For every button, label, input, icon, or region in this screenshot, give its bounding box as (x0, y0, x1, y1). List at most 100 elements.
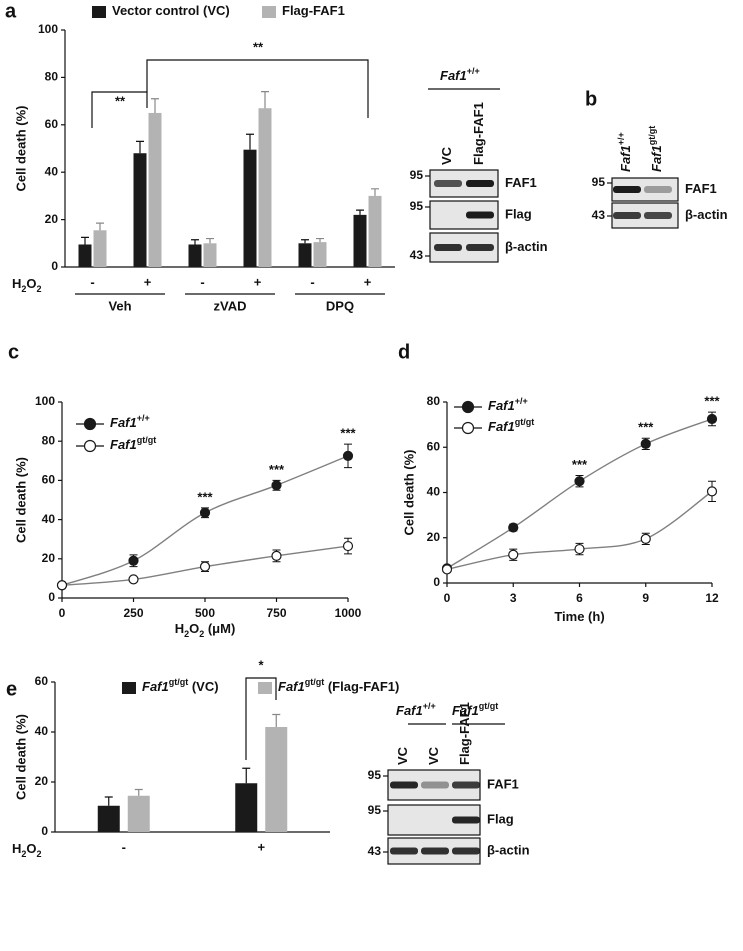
panel-letter: d (398, 341, 410, 363)
formula-label: Time (h) (554, 609, 604, 624)
legend-marker (461, 421, 475, 435)
label-name: Faf1 (110, 415, 137, 430)
x-tick-label: + (364, 274, 372, 289)
legend-swatch (262, 6, 276, 18)
y-tick-label: 0 (48, 590, 55, 604)
point-label: *** (638, 420, 654, 435)
label-superscript: gt/gt (647, 126, 657, 146)
row-label: Flag (505, 206, 532, 221)
bar (258, 108, 272, 268)
legend-swatch (258, 682, 272, 694)
bar (298, 243, 312, 267)
x-tick-label: + (144, 274, 152, 289)
y-axis-label: Cell death (%) (401, 450, 416, 536)
panel-letter: e (6, 678, 17, 700)
point (441, 564, 453, 575)
marker-label: 95 (368, 803, 382, 817)
label: Flag-FAF1 (471, 102, 486, 165)
formula-part: O (26, 841, 36, 856)
point (574, 476, 585, 487)
label-name: Flag-FAF1 (282, 3, 345, 18)
point (640, 533, 651, 544)
row-label: FAF1 (505, 175, 537, 190)
error-bar (242, 767, 251, 784)
x-tick-label: 250 (123, 606, 143, 620)
blot-band (613, 212, 641, 219)
x-tick-label: 1000 (335, 606, 362, 620)
legend-swatch (92, 6, 106, 18)
label-name: Faf1 (649, 145, 664, 172)
point (640, 438, 651, 449)
x-tick-label: 9 (642, 591, 649, 605)
bar (203, 243, 217, 267)
point (199, 561, 211, 572)
row-label: Flag (487, 811, 514, 826)
label-superscript: +/+ (616, 132, 626, 145)
significance-bracket (245, 677, 277, 760)
marker-label: 43 (410, 248, 424, 262)
blot-strip (611, 177, 679, 202)
error-bar (356, 209, 364, 215)
significance-label: * (258, 657, 264, 672)
y-axis-label: Cell death (%) (13, 714, 28, 800)
label-superscript: +/+ (515, 396, 528, 406)
label: Vector control (VC) (112, 3, 230, 18)
y-tick-label: 100 (35, 394, 55, 408)
legend-marker (83, 417, 97, 431)
y-tick-label: 60 (45, 117, 59, 131)
blot-band (644, 212, 672, 219)
bar (133, 153, 147, 267)
error-bar (96, 222, 104, 231)
label-superscript: gt/gt (515, 417, 535, 427)
bar (235, 783, 258, 832)
label-suffix: (VC) (188, 679, 218, 694)
x-tick-label: 12 (705, 591, 719, 605)
bar (78, 244, 92, 267)
error-bar (246, 133, 254, 150)
point (128, 555, 139, 566)
label-name: VC (395, 746, 410, 765)
significance-label: ** (115, 93, 126, 108)
label-name: VC (439, 146, 454, 165)
formula-part: H (12, 841, 21, 856)
x-tick-label: - (200, 274, 204, 289)
point (56, 580, 68, 591)
x-tick-label: - (122, 839, 126, 854)
y-tick-label: 20 (42, 551, 56, 565)
formula-part: 2 (21, 284, 26, 294)
formula-part: H (12, 276, 21, 291)
y-tick-label: 20 (45, 212, 59, 226)
point (271, 550, 282, 561)
y-tick-label: 40 (427, 485, 441, 499)
x-tick-label: + (257, 839, 265, 854)
group-label: zVAD (214, 298, 247, 313)
point (128, 574, 139, 585)
y-axis-label: Cell death (%) (13, 106, 28, 192)
label: VC (395, 746, 410, 765)
label-superscript: +/+ (467, 66, 480, 76)
legend-swatch (122, 682, 136, 694)
formula-part: 2 (37, 849, 42, 859)
error-bar (261, 91, 269, 109)
point (574, 543, 585, 555)
formula-part: 2 (37, 284, 42, 294)
bar (353, 214, 367, 267)
group-label: Veh (108, 298, 131, 313)
bar (188, 244, 202, 267)
bar (127, 795, 150, 832)
blot-band (390, 781, 418, 789)
blot-band (434, 244, 462, 251)
label-superscript: gt/gt (137, 435, 157, 445)
label-name: Faf1 (278, 679, 305, 694)
label-superscript: +/+ (137, 413, 150, 423)
y-axis-label: Cell death (%) (13, 457, 28, 543)
x-tick-label: 0 (444, 591, 451, 605)
formula-label: H2O2 (12, 841, 42, 859)
y-tick-label: 80 (42, 433, 56, 447)
y-tick-label: 60 (42, 473, 56, 487)
row-label: β-actin (505, 239, 548, 254)
label-name: Faf1 (440, 68, 467, 83)
error-bar (316, 237, 324, 243)
significance-bracket (91, 91, 148, 128)
